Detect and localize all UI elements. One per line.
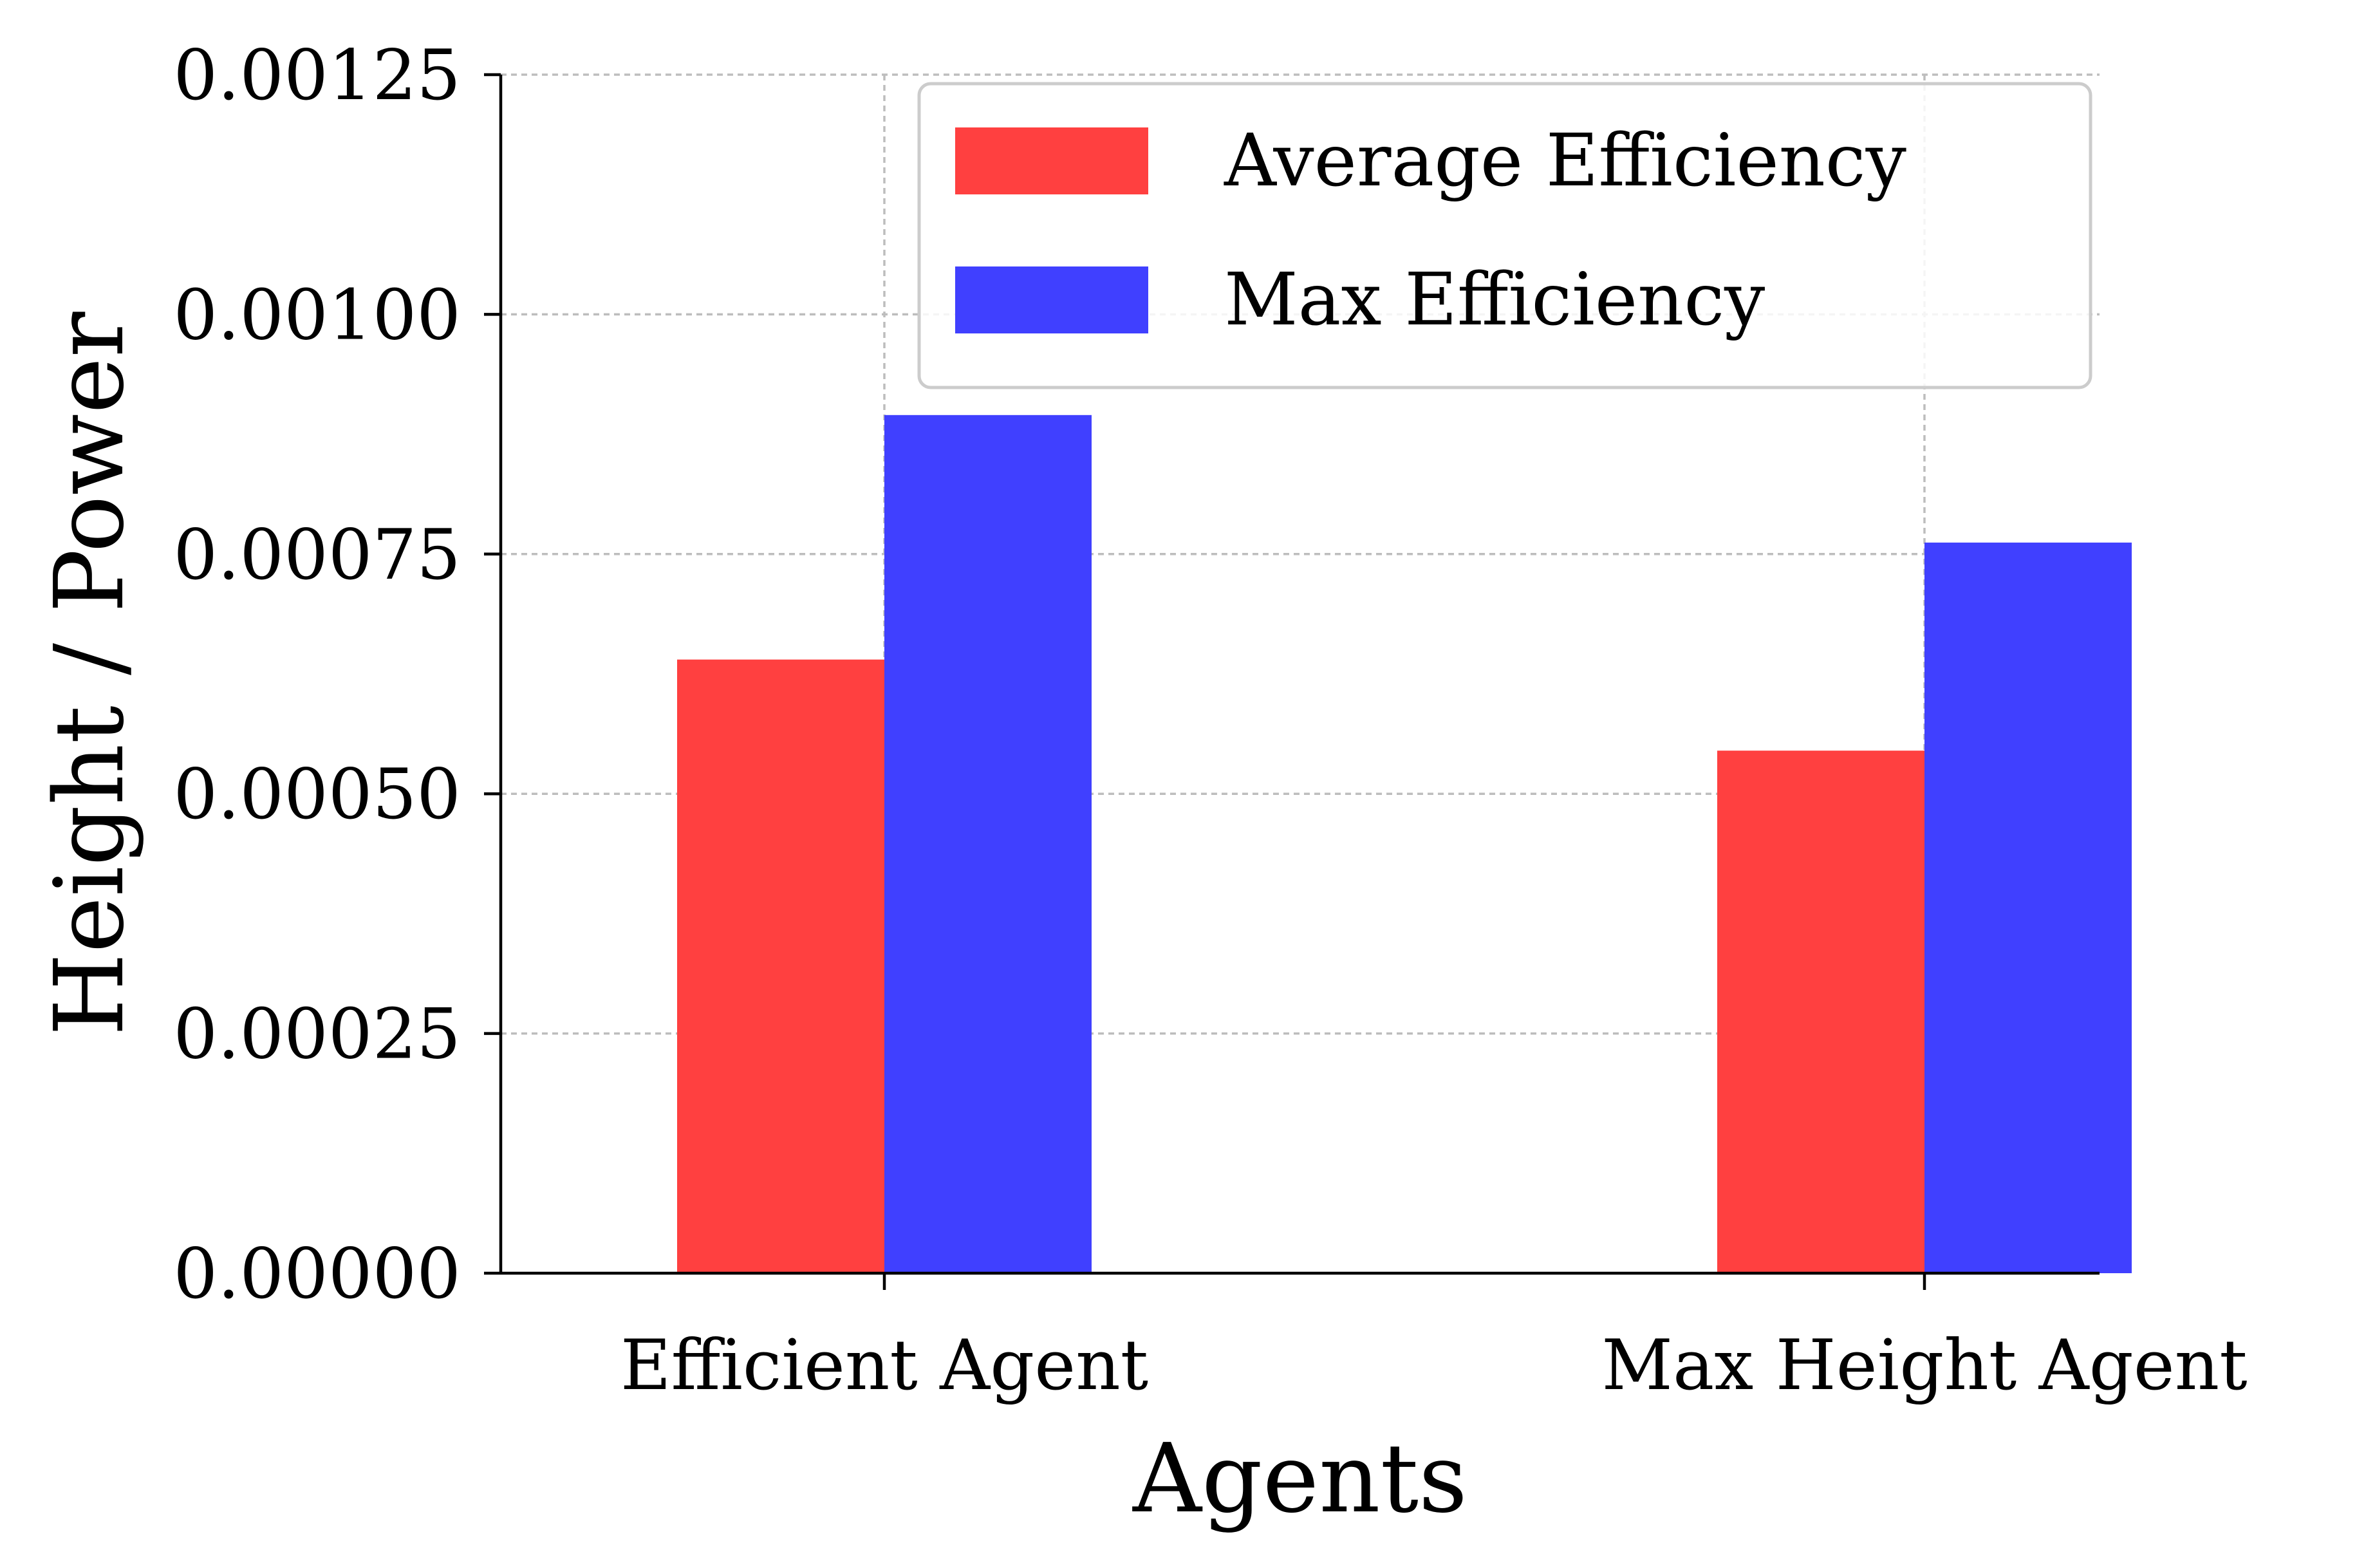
legend-label-average-efficiency: Average Efficiency [1224, 119, 1906, 203]
y-tick-label: 0.00025 [173, 994, 461, 1075]
y-ticks: 0.00000 0.00025 0.00050 0.00075 0.00100 0.001… [173, 35, 501, 1314]
y-tick-label: 0.00050 [173, 754, 461, 835]
legend-swatch-max-efficiency [955, 266, 1148, 333]
y-axis-title: Height / Power [34, 312, 145, 1036]
legend-label-max-efficiency: Max Efficiency [1224, 258, 1765, 342]
bar-max-efficiency [884, 415, 1092, 1273]
bar-max-efficiency [1924, 542, 2132, 1273]
x-ticks: Efficient Agent Max Height Agent [620, 1273, 2248, 1406]
legend-swatch-average-efficiency [955, 127, 1148, 194]
bar-average-efficiency [1717, 751, 1924, 1273]
bars [677, 415, 2132, 1273]
y-tick-label: 0.00100 [173, 275, 461, 355]
y-tick-label: 0.00000 [173, 1234, 461, 1314]
x-axis-title: Agents [1132, 1423, 1467, 1534]
bar-average-efficiency [677, 659, 884, 1273]
legend: Average Efficiency Max Efficiency [917, 82, 2092, 389]
x-tick-label: Max Height Agent [1601, 1325, 2247, 1406]
legend-frame [917, 82, 2092, 389]
y-tick-label: 0.00075 [173, 515, 461, 595]
x-tick-label: Efficient Agent [620, 1325, 1148, 1406]
axes [499, 75, 2100, 1275]
y-tick-label: 0.00125 [173, 35, 461, 116]
